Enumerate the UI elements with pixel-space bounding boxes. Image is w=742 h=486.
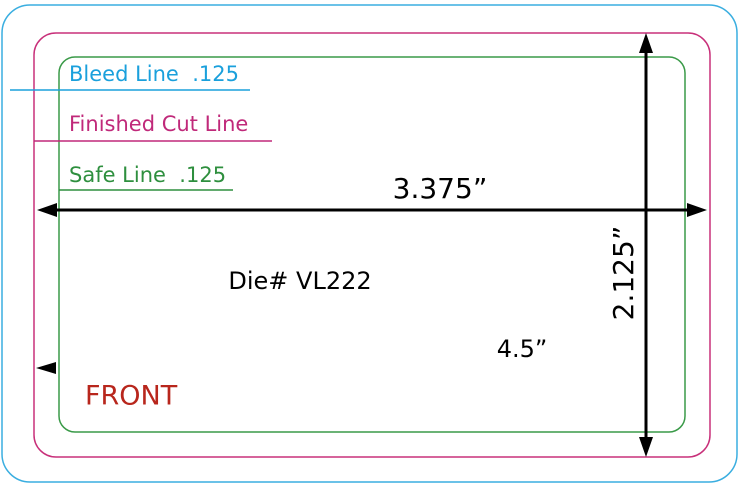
- cut-line: [33, 32, 711, 458]
- bleed-line: [1, 4, 738, 483]
- safe-line: [58, 56, 686, 433]
- arrowhead: [639, 437, 653, 457]
- side-label: FRONT: [85, 381, 178, 412]
- height-label: 2.125”: [607, 226, 640, 321]
- safe-label: Safe Line .125: [69, 163, 226, 187]
- width-label: 3.375”: [393, 172, 488, 205]
- arrowhead: [687, 203, 707, 217]
- arrowhead: [639, 33, 653, 53]
- arrowhead: [37, 203, 57, 217]
- other-dimension: 4.5”: [497, 335, 548, 363]
- arrowhead: [36, 362, 56, 374]
- bleed-label: Bleed Line .125: [69, 62, 239, 86]
- cut-label: Finished Cut Line: [69, 112, 248, 136]
- die-number: Die# VL222: [228, 267, 371, 295]
